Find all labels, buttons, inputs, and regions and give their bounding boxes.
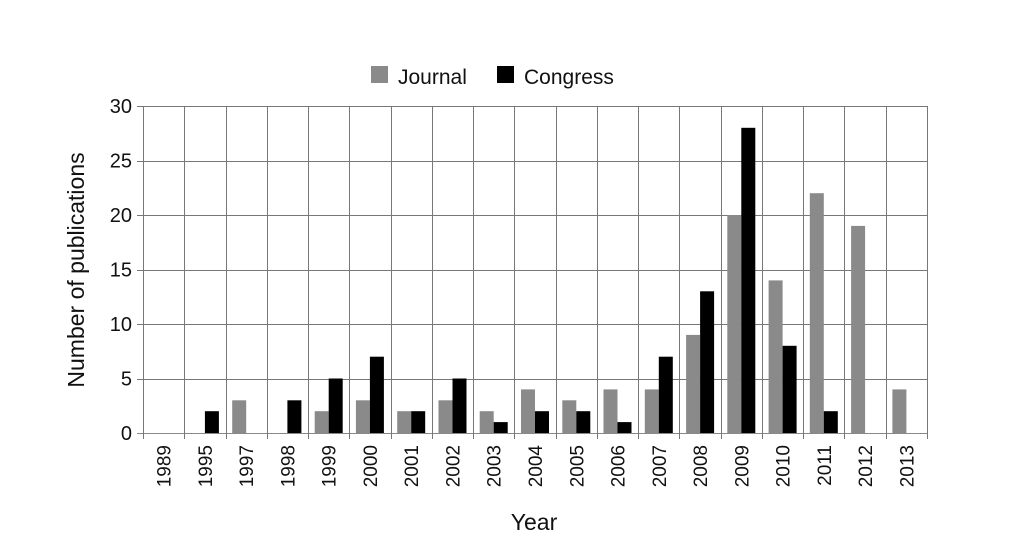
bar-journal-2009	[727, 215, 742, 433]
bar-journal-2005	[562, 400, 577, 433]
bar-congress-1998	[287, 400, 302, 433]
x-tick-label: 2007	[650, 445, 671, 487]
bar-congress-2007	[658, 356, 673, 433]
grid	[137, 106, 928, 439]
x-tick-label: 1998	[278, 445, 299, 487]
bar-journal-1999	[314, 411, 329, 433]
x-tick-label: 2004	[526, 445, 547, 488]
x-tick-label: 2000	[361, 445, 382, 487]
y-tick-label: 30	[110, 96, 132, 118]
bar-journal-2006	[603, 389, 618, 433]
x-tick-label: 2005	[567, 445, 588, 487]
bar-journal-2012	[851, 225, 866, 433]
x-tick-label: 2013	[897, 445, 918, 487]
bar-journal-2001	[397, 411, 412, 433]
legend-label-journal: Journal	[398, 66, 467, 89]
x-tick-label: 1995	[196, 445, 217, 487]
x-tick-label: 2009	[732, 445, 753, 487]
x-axis-title: Year	[511, 509, 558, 535]
legend-label-congress: Congress	[524, 66, 614, 89]
y-tick-label: 10	[110, 314, 132, 336]
bar-congress-2000	[369, 356, 384, 433]
legend: Journal Congress	[371, 66, 614, 89]
bar-journal-2010	[768, 280, 783, 433]
x-tick-label: 2008	[691, 445, 712, 487]
bar-congress-2009	[741, 127, 756, 434]
y-tick-labels: 0 5 10 15 20 25 30	[110, 96, 132, 445]
x-tick-label: 2011	[815, 445, 836, 486]
x-tick-label: 2010	[774, 445, 795, 487]
x-tick-label: 2003	[485, 445, 506, 487]
x-tick-label: 1989	[155, 445, 176, 487]
bar-journal-1997	[232, 400, 247, 433]
x-tick-label: 1999	[320, 445, 341, 487]
bar-congress-2008	[700, 291, 715, 433]
bar-congress-2011	[823, 411, 838, 433]
x-tick-label: 2012	[856, 445, 877, 487]
bar-congress-1999	[328, 378, 343, 433]
bar-journal-2011	[809, 193, 824, 433]
bar-congress-2006	[617, 422, 632, 433]
legend-swatch-journal	[371, 66, 388, 83]
y-tick-label: 15	[110, 260, 132, 282]
bars	[204, 127, 907, 434]
legend-swatch-congress	[497, 66, 514, 83]
x-tick-labels: 1989 1995 1997 1998 1999 2000 2001 2002 2003 2004…	[155, 445, 919, 488]
bar-congress-2003	[493, 422, 508, 433]
y-tick-label: 25	[110, 151, 132, 173]
bar-congress-2004	[535, 411, 549, 433]
bar-journal-2008	[686, 334, 701, 433]
y-tick-label: 20	[110, 205, 132, 227]
bar-journal-2007	[644, 389, 659, 433]
y-axis-title: Number of publications	[63, 152, 89, 387]
x-tick-label: 2001	[402, 445, 423, 487]
bar-journal-2013	[892, 389, 907, 433]
bar-journal-2000	[355, 400, 370, 433]
bar-congress-1995	[204, 411, 219, 433]
bar-journal-2003	[479, 411, 494, 433]
x-tick-label: 2002	[444, 445, 465, 487]
bar-congress-2005	[576, 411, 591, 433]
x-tick-label: 1997	[237, 445, 258, 487]
bar-congress-2002	[452, 378, 467, 433]
bar-congress-2001	[411, 411, 426, 433]
bar-journal-2002	[438, 400, 453, 433]
y-tick-label: 5	[121, 369, 132, 391]
x-tick-label: 2006	[609, 445, 630, 487]
bar-journal-2004	[521, 389, 535, 433]
bar-congress-2010	[782, 345, 797, 433]
y-tick-label: 0	[121, 423, 132, 445]
